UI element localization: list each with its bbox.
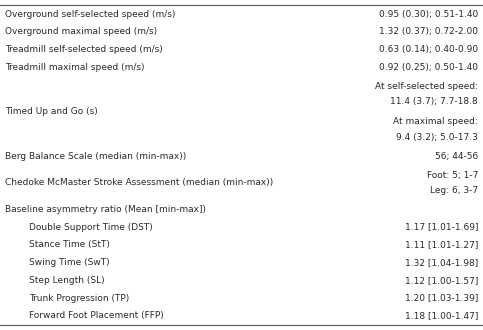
- Text: At maximal speed:: At maximal speed:: [394, 117, 478, 126]
- Text: 0.95 (0.30); 0.51-1.40: 0.95 (0.30); 0.51-1.40: [379, 10, 478, 19]
- Text: 1.32 (0.37); 0.72-2.00: 1.32 (0.37); 0.72-2.00: [379, 27, 478, 36]
- Text: 1.18 [1.00-1.47]: 1.18 [1.00-1.47]: [405, 311, 478, 320]
- Text: Swing Time (SwT): Swing Time (SwT): [29, 258, 110, 267]
- Text: Timed Up and Go (s): Timed Up and Go (s): [5, 107, 98, 116]
- Text: Treadmill self-selected speed (m/s): Treadmill self-selected speed (m/s): [5, 45, 163, 54]
- Text: 11.4 (3.7); 7.7-18.8: 11.4 (3.7); 7.7-18.8: [390, 97, 478, 106]
- Text: Treadmill maximal speed (m/s): Treadmill maximal speed (m/s): [5, 63, 144, 72]
- Text: 1.20 [1.03-1.39]: 1.20 [1.03-1.39]: [405, 294, 478, 303]
- Text: 1.17 [1.01-1.69]: 1.17 [1.01-1.69]: [405, 223, 478, 232]
- Text: 0.63 (0.14); 0.40-0.90: 0.63 (0.14); 0.40-0.90: [379, 45, 478, 54]
- Text: Step Length (SL): Step Length (SL): [29, 276, 105, 285]
- Text: 9.4 (3.2); 5.0-17.3: 9.4 (3.2); 5.0-17.3: [396, 133, 478, 142]
- Text: Baseline asymmetry ratio (Mean [min-max]): Baseline asymmetry ratio (Mean [min-max]…: [5, 205, 206, 214]
- Text: At self-selected speed:: At self-selected speed:: [375, 82, 478, 91]
- Text: Chedoke McMaster Stroke Assessment (median (min-max)): Chedoke McMaster Stroke Assessment (medi…: [5, 178, 273, 187]
- Text: Berg Balance Scale (median (min-max)): Berg Balance Scale (median (min-max)): [5, 151, 186, 161]
- Text: 1.11 [1.01-1.27]: 1.11 [1.01-1.27]: [405, 240, 478, 249]
- Text: Overground self-selected speed (m/s): Overground self-selected speed (m/s): [5, 10, 175, 19]
- Text: Trunk Progression (TP): Trunk Progression (TP): [29, 294, 129, 303]
- Text: 1.12 [1.00-1.57]: 1.12 [1.00-1.57]: [405, 276, 478, 285]
- Text: 56; 44-56: 56; 44-56: [435, 151, 478, 161]
- Text: 1.32 [1.04-1.98]: 1.32 [1.04-1.98]: [405, 258, 478, 267]
- Text: Double Support Time (DST): Double Support Time (DST): [29, 223, 153, 232]
- Text: Foot: 5; 1-7: Foot: 5; 1-7: [427, 171, 478, 180]
- Text: Overground maximal speed (m/s): Overground maximal speed (m/s): [5, 27, 157, 36]
- Text: Stance Time (StT): Stance Time (StT): [29, 240, 110, 249]
- Text: Leg: 6, 3-7: Leg: 6, 3-7: [430, 186, 478, 195]
- Text: 0.92 (0.25); 0.50-1.40: 0.92 (0.25); 0.50-1.40: [379, 63, 478, 72]
- Text: Forward Foot Placement (FFP): Forward Foot Placement (FFP): [29, 311, 164, 320]
